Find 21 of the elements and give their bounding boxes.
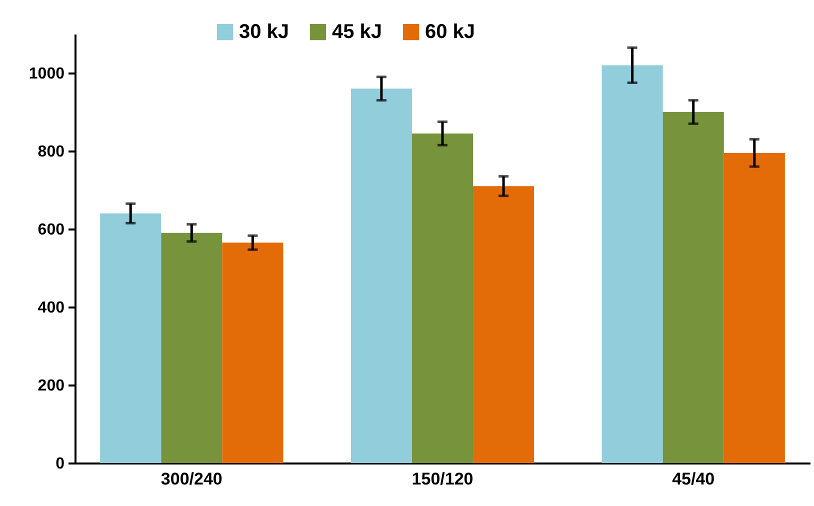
- x-tick-label: 300/240: [160, 470, 222, 488]
- bar: [473, 186, 534, 463]
- legend-label: 30 kJ: [239, 21, 290, 43]
- bar: [724, 152, 785, 463]
- y-tick-label: 800: [38, 144, 65, 160]
- bar: [412, 133, 474, 463]
- bar: [161, 232, 222, 463]
- y-tick-label: 1000: [28, 66, 65, 82]
- bar: [602, 65, 663, 463]
- y-tick-label: 400: [38, 300, 65, 316]
- bar: [222, 242, 284, 463]
- bar: [662, 112, 724, 463]
- y-tick-label: 200: [38, 378, 65, 394]
- x-tick-label: 150/120: [412, 470, 474, 488]
- bar: [100, 213, 162, 463]
- legend-label: 45 kJ: [332, 21, 382, 43]
- legend-label: 60 kJ: [425, 21, 476, 43]
- x-tick-label: 45/40: [672, 470, 715, 488]
- bar: [350, 88, 412, 463]
- y-tick-label: 0: [56, 456, 65, 472]
- y-tick-label: 600: [38, 222, 65, 238]
